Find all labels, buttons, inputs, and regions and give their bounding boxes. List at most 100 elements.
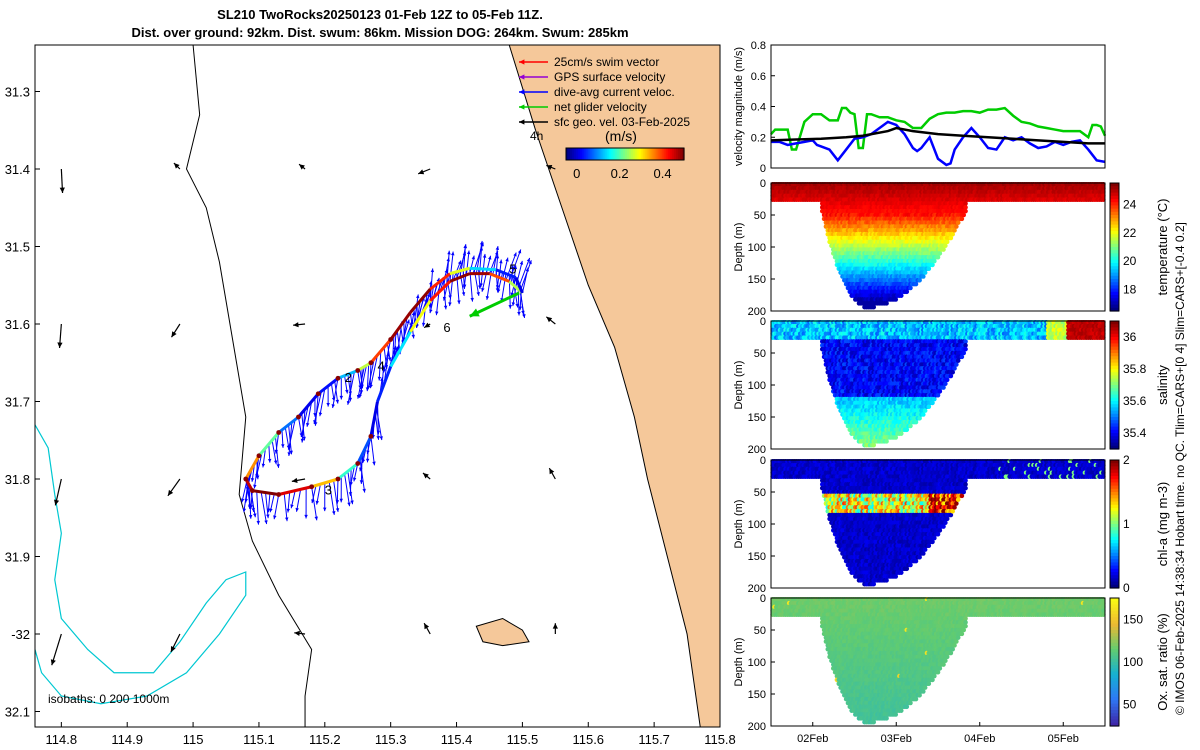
legend-colorbar-cell [595, 148, 599, 160]
current-velocity-arrow-shaft [253, 455, 260, 489]
current-velocity-arrow-head [505, 257, 509, 262]
current-velocity-arrow [462, 269, 467, 289]
legend-colorbar-cell [654, 148, 658, 160]
track-segment [449, 266, 471, 276]
legend-colorbar-cell [626, 148, 630, 160]
geo-velocity-arrow [423, 622, 431, 635]
section-y-tick-label: 150 [748, 274, 766, 286]
current-velocity-arrow-head [382, 368, 387, 373]
current-velocity-arrow-shaft [344, 473, 351, 507]
legend-colorbar-cell [642, 148, 646, 160]
legend-label: sfc geo. vel. 03-Feb-2025 [554, 115, 690, 129]
current-velocity-arrow [256, 491, 261, 525]
current-velocity-arrow-shaft [300, 405, 309, 438]
current-velocity-arrow-head [358, 393, 363, 398]
current-velocity-arrow-shaft [271, 440, 277, 465]
map-x-tick-label: 115.6 [572, 732, 604, 747]
current-velocity-arrow [274, 432, 280, 454]
legend-colorbar-cell [607, 148, 610, 160]
current-velocity-arrow [339, 476, 343, 503]
track-segment [495, 268, 517, 279]
surfacing-dot [243, 476, 249, 482]
current-velocity-arrow [382, 339, 392, 373]
legend-arrow-head [519, 89, 525, 95]
current-velocity-arrow-shaft [449, 272, 454, 307]
current-velocity-arrow [281, 429, 285, 448]
current-velocity-arrow [295, 489, 302, 512]
surfacing-dot [335, 375, 341, 381]
surfacing-dot [276, 492, 282, 497]
current-velocity-arrow-shaft [370, 436, 375, 466]
current-velocity-arrow-shaft [456, 251, 466, 279]
current-velocity-arrow [283, 493, 289, 522]
velocity-frame [770, 44, 1106, 169]
isobath-1000m-line [35, 424, 247, 705]
map-x-tick-label: 115.2 [309, 732, 341, 747]
track-segment [514, 276, 524, 294]
map-y-tick-label: 31.8 [5, 472, 30, 487]
geo-velocity-arrow [291, 477, 306, 484]
current-velocity-arrow-head [314, 516, 318, 521]
current-velocity-arrow-head [240, 498, 245, 503]
current-velocity-arrow [459, 270, 466, 297]
track-segment [356, 361, 372, 372]
section-colorbar-tick: 24 [1123, 197, 1137, 211]
map-x-tick-label: 114.8 [46, 732, 78, 747]
current-velocity-arrow-head [255, 473, 259, 478]
geo-velocity-arrow-head [418, 169, 425, 175]
surfacing-dot [315, 391, 321, 397]
legend-colorbar-cell [581, 148, 585, 160]
current-velocity-arrow [456, 251, 467, 279]
current-velocity-arrow-head [269, 508, 273, 513]
current-velocity-arrow-head [250, 478, 255, 482]
velocity-y-tick-label: 0.2 [751, 132, 766, 144]
current-velocity-arrow-shaft [336, 478, 339, 504]
current-velocity-arrow [347, 471, 354, 505]
current-velocity-arrow [442, 273, 451, 301]
current-velocity-arrow [328, 481, 336, 515]
current-velocity-arrow-head [480, 242, 484, 247]
track-segment [252, 489, 279, 496]
track-segment [337, 462, 359, 481]
current-velocity-arrow-shaft [265, 492, 269, 519]
current-velocity-arrow-shaft [519, 260, 532, 292]
current-velocity-arrow-shaft [459, 270, 465, 297]
current-velocity-arrow-head [411, 334, 415, 339]
current-velocity-arrow [435, 281, 441, 316]
geo-velocity-arrow-head [294, 630, 300, 636]
current-velocity-arrow [377, 351, 382, 381]
current-velocity-arrow-head [335, 508, 340, 512]
current-velocity-arrow-head [494, 251, 499, 256]
current-velocity-arrow-head [345, 389, 349, 394]
current-velocity-arrow-head [295, 507, 299, 512]
current-velocity-arrow-head [267, 458, 272, 463]
current-velocity-arrow-shaft [333, 480, 339, 513]
current-velocity-arrow-shaft [378, 351, 382, 381]
surfacing-dot [355, 461, 361, 466]
current-velocity-arrow-head [286, 508, 290, 513]
current-velocity-arrow [375, 407, 383, 441]
legend-colorbar-cell [566, 148, 569, 160]
map-y-tick-label: 31.6 [5, 317, 30, 332]
current-velocity-arrow [331, 378, 339, 409]
surfacing-dot [276, 430, 282, 435]
current-velocity-arrow [313, 397, 317, 417]
section-y-axis-label: Depth (m) [733, 223, 745, 272]
current-velocity-arrow-head [518, 306, 523, 311]
current-velocity-arrow-shaft [319, 388, 326, 417]
current-velocity-arrow [344, 473, 351, 507]
current-velocity-arrow-head [332, 511, 336, 515]
section-colorbar-tick: 22 [1123, 226, 1137, 240]
geo-velocity-arrow-head [546, 164, 553, 170]
current-velocity-arrow [449, 251, 455, 282]
legend-colorbar-cell [682, 148, 685, 160]
current-velocity-arrow-head [461, 292, 466, 296]
legend-colorbar-cell [585, 148, 589, 160]
legend-colorbar-cell [587, 148, 591, 160]
current-velocity-arrow [313, 391, 323, 425]
map-y-tick-label: -32 [11, 627, 30, 642]
legend-colorbar-cell [662, 148, 665, 160]
current-velocity-arrow-head [482, 253, 487, 258]
